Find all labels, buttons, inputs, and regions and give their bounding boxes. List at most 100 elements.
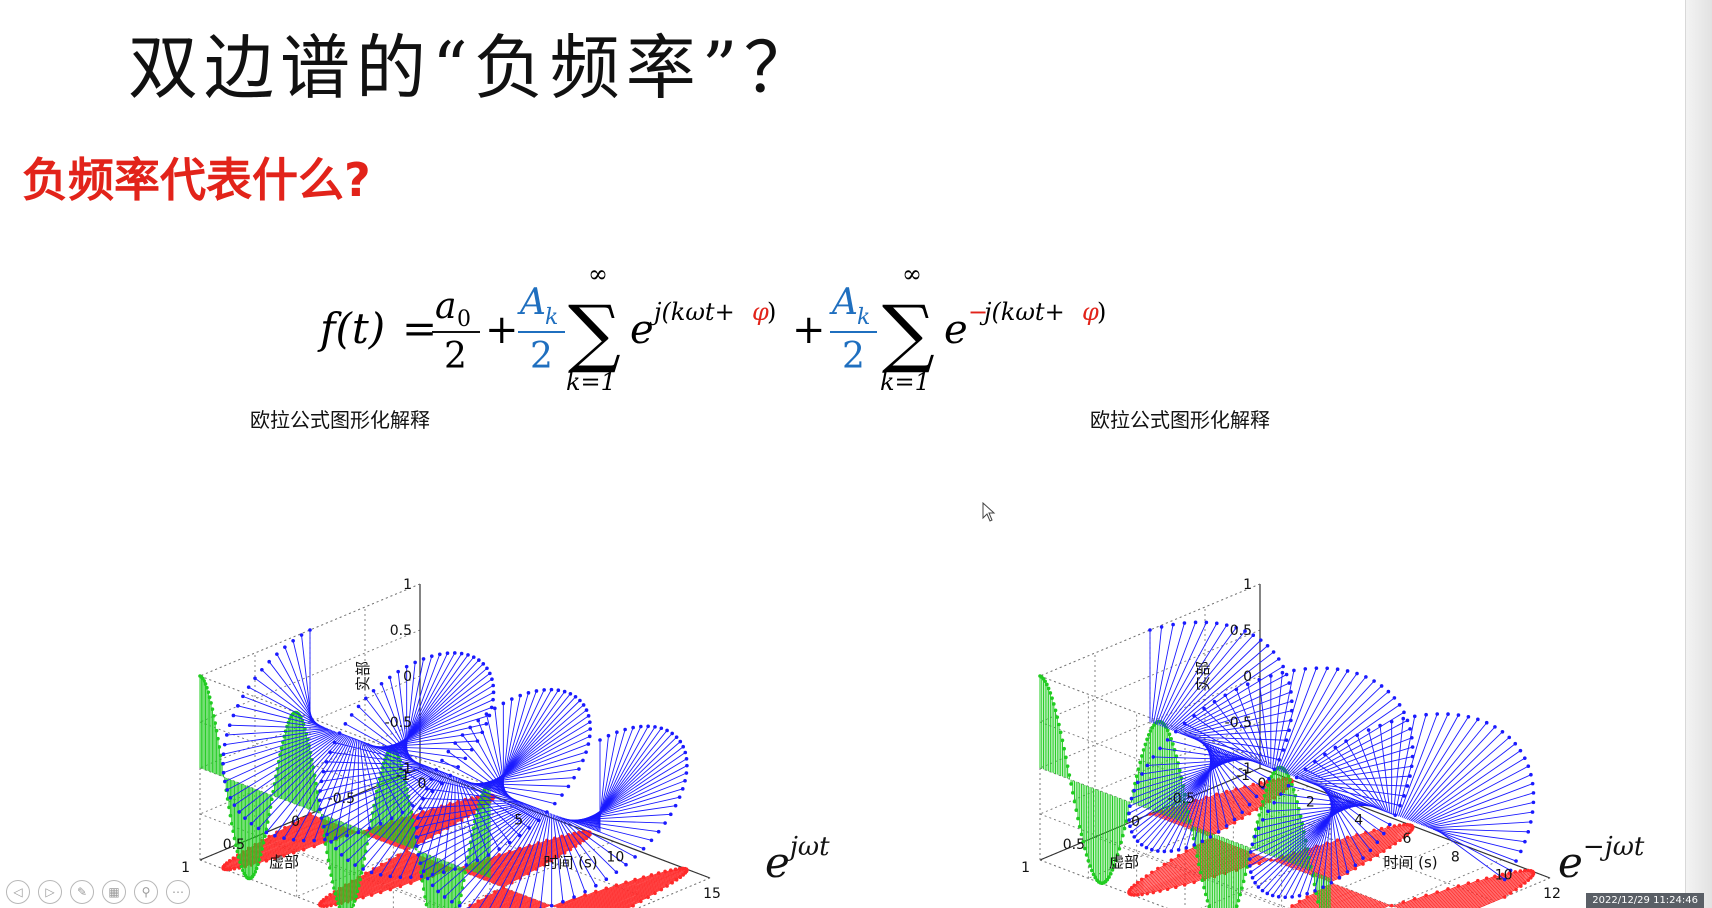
helix-stem: [1429, 821, 1531, 829]
helix-point: [364, 696, 368, 701]
helix-point: [361, 867, 365, 871]
helix-stem: [1161, 624, 1228, 727]
formula-close-2: ): [1097, 298, 1106, 326]
formula-plus-2: +: [792, 307, 826, 353]
helix-stem: [358, 706, 416, 763]
imag-point: [409, 881, 413, 885]
imag-point: [674, 878, 679, 882]
helix-point: [588, 720, 592, 724]
helix-stem: [1163, 627, 1237, 728]
helix-point: [684, 757, 689, 761]
helix-stem: [301, 634, 312, 723]
next-slide-button[interactable]: ▷: [38, 880, 62, 904]
helix-point: [1368, 848, 1373, 853]
helix-stem: [1203, 708, 1261, 765]
helix-point: [319, 779, 324, 784]
imag-point: [291, 850, 296, 855]
helix-point: [1253, 880, 1257, 885]
real-point: [216, 736, 220, 741]
helix-point: [1382, 831, 1386, 836]
real-point: [1108, 872, 1113, 876]
helix-point: [572, 895, 576, 899]
helix-point: [378, 821, 383, 826]
helix-point: [1261, 818, 1265, 822]
helix-point: [291, 837, 296, 842]
real-point: [256, 862, 260, 867]
imag-stem: [276, 815, 316, 833]
real-point: [1178, 768, 1182, 773]
zoom-button[interactable]: ⚲: [134, 880, 158, 904]
helix-stem: [1301, 737, 1412, 781]
helix-stem: [431, 778, 518, 802]
helix-stem: [1324, 754, 1382, 811]
helix-point: [1272, 800, 1276, 805]
imag-point: [1129, 892, 1134, 897]
imag-stem: [1348, 898, 1373, 908]
helix-point: [1234, 687, 1239, 692]
helix-stem: [432, 806, 534, 886]
slide-grid-button[interactable]: ▦: [102, 880, 126, 904]
helix-point: [221, 761, 225, 766]
helix-point: [1266, 809, 1270, 814]
helix-point: [1321, 885, 1325, 889]
real-point: [1198, 870, 1203, 875]
imag-point: [665, 884, 669, 888]
imag-point: [670, 880, 674, 885]
imag-stem: [493, 856, 559, 885]
real-point: [217, 745, 222, 749]
helix-point: [488, 671, 492, 676]
helix-point: [1140, 772, 1144, 776]
helix-point: [653, 725, 657, 729]
helix-point: [1248, 864, 1252, 868]
helix-point: [678, 739, 683, 744]
real-point: [1165, 728, 1170, 733]
helix-point: [463, 756, 468, 761]
helix-point: [584, 750, 588, 754]
real-part-series: [1038, 674, 1331, 908]
imag-stem: [1324, 863, 1364, 881]
helix-point: [1466, 714, 1471, 719]
helix-stem: [1278, 795, 1344, 898]
imag-stem: [1437, 870, 1529, 908]
formula-exp-1: j(kωt+: [649, 298, 735, 326]
imag-stem: [1361, 900, 1380, 908]
helix-point: [441, 870, 446, 875]
helix-stem: [1177, 674, 1287, 733]
helix-point: [1355, 733, 1360, 738]
helix-point: [1132, 788, 1137, 793]
helix-point: [1335, 667, 1340, 671]
helix-point: [1250, 875, 1255, 880]
real-point: [1141, 748, 1146, 752]
more-options-button[interactable]: ⋯: [166, 880, 190, 904]
x-tick-label: 12: [1543, 886, 1561, 902]
helix-stem: [1436, 830, 1517, 862]
imag-stem: [1417, 875, 1496, 908]
real-point: [1288, 778, 1293, 782]
imag-stem: [555, 894, 586, 908]
helix-stem: [563, 817, 644, 850]
helix-point: [429, 654, 434, 658]
pen-tool-button[interactable]: ✎: [70, 880, 94, 904]
helix-point: [1148, 628, 1152, 632]
imag-stem: [1318, 892, 1358, 908]
real-point: [1121, 833, 1125, 838]
helix-point: [337, 731, 342, 735]
prev-slide-button[interactable]: ◁: [6, 880, 30, 904]
helix-point: [1389, 719, 1394, 724]
helix-point: [1261, 785, 1265, 790]
y-tick-label: -1: [1236, 768, 1250, 784]
real-point: [1062, 746, 1066, 751]
helix-stem: [444, 807, 537, 898]
imag-point: [388, 887, 393, 892]
imag-stem: [1157, 841, 1223, 869]
real-point: [362, 856, 367, 861]
helix-stem: [559, 816, 617, 873]
helix-stem: [423, 798, 520, 803]
helix-stem: [494, 708, 506, 796]
helix-point: [243, 816, 247, 820]
imag-stem: [465, 842, 539, 874]
helix-point: [1313, 759, 1317, 764]
imag-stem: [542, 904, 551, 908]
helix-stem: [1175, 731, 1256, 763]
helix-point: [1519, 849, 1523, 854]
